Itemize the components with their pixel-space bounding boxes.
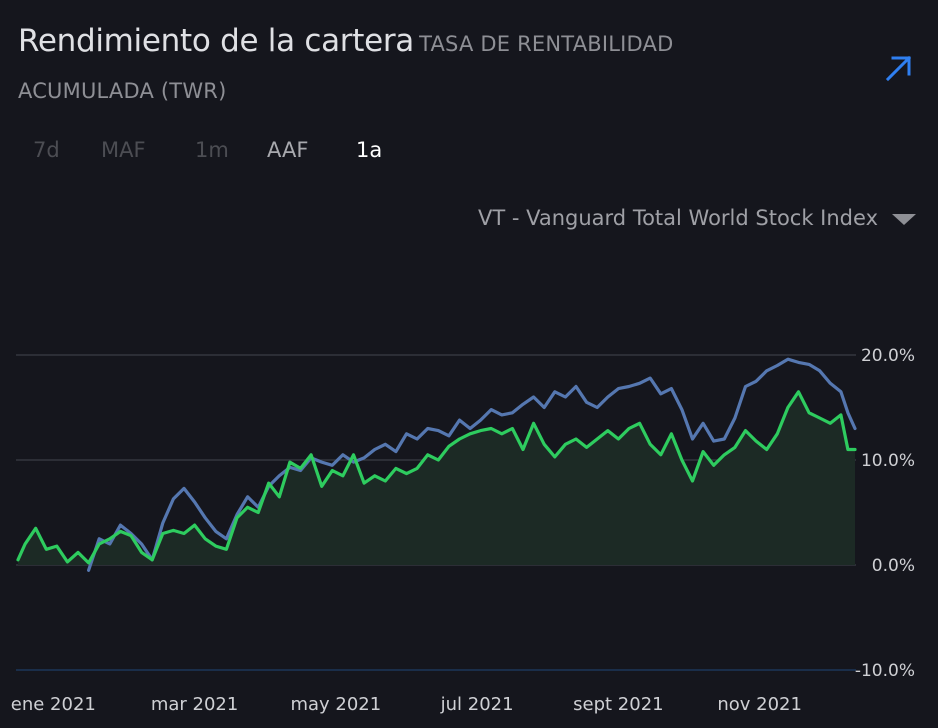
y-tick-label: 20.0% [861,346,915,366]
chart-subtitle-line2: ACUMULADA (TWR) [18,79,227,103]
range-maf[interactable]: MAF [101,138,146,162]
y-tick-label: 0.0% [872,556,915,576]
y-tick-label: 10.0% [861,451,915,471]
benchmark-label: VT - Vanguard Total World Stock Index [478,206,878,230]
range-1a[interactable]: 1a [356,138,383,162]
benchmark-line [87,357,857,572]
chart-title: Rendimiento de la cartera [18,23,414,59]
x-tick-label: jul 2021 [440,694,514,715]
range-aaf[interactable]: AAF [267,138,309,162]
chart-header: Rendimiento de la cartera TASA DE RENTAB… [18,26,858,57]
range-1m[interactable]: 1m [195,138,229,162]
open-detail-button[interactable] [883,52,915,84]
range-7d[interactable]: 7d [33,138,60,162]
caret-down-icon [892,213,916,225]
benchmark-dropdown[interactable]: VT - Vanguard Total World Stock Index [478,206,916,230]
portfolio-area-fill [18,391,855,565]
x-tick-label: mar 2021 [151,694,239,715]
x-tick-label: may 2021 [290,694,381,715]
x-tick-label: nov 2021 [717,694,802,715]
x-tick-label: ene 2021 [11,694,96,715]
header-title-line: Rendimiento de la cartera TASA DE RENTAB… [18,26,858,57]
x-tick-label: sept 2021 [573,694,663,715]
chart-subtitle: TASA DE RENTABILIDAD [419,32,674,56]
arrow-up-right-icon [885,55,912,82]
portfolio-line [16,390,857,565]
y-tick-label: -10.0% [855,661,915,681]
